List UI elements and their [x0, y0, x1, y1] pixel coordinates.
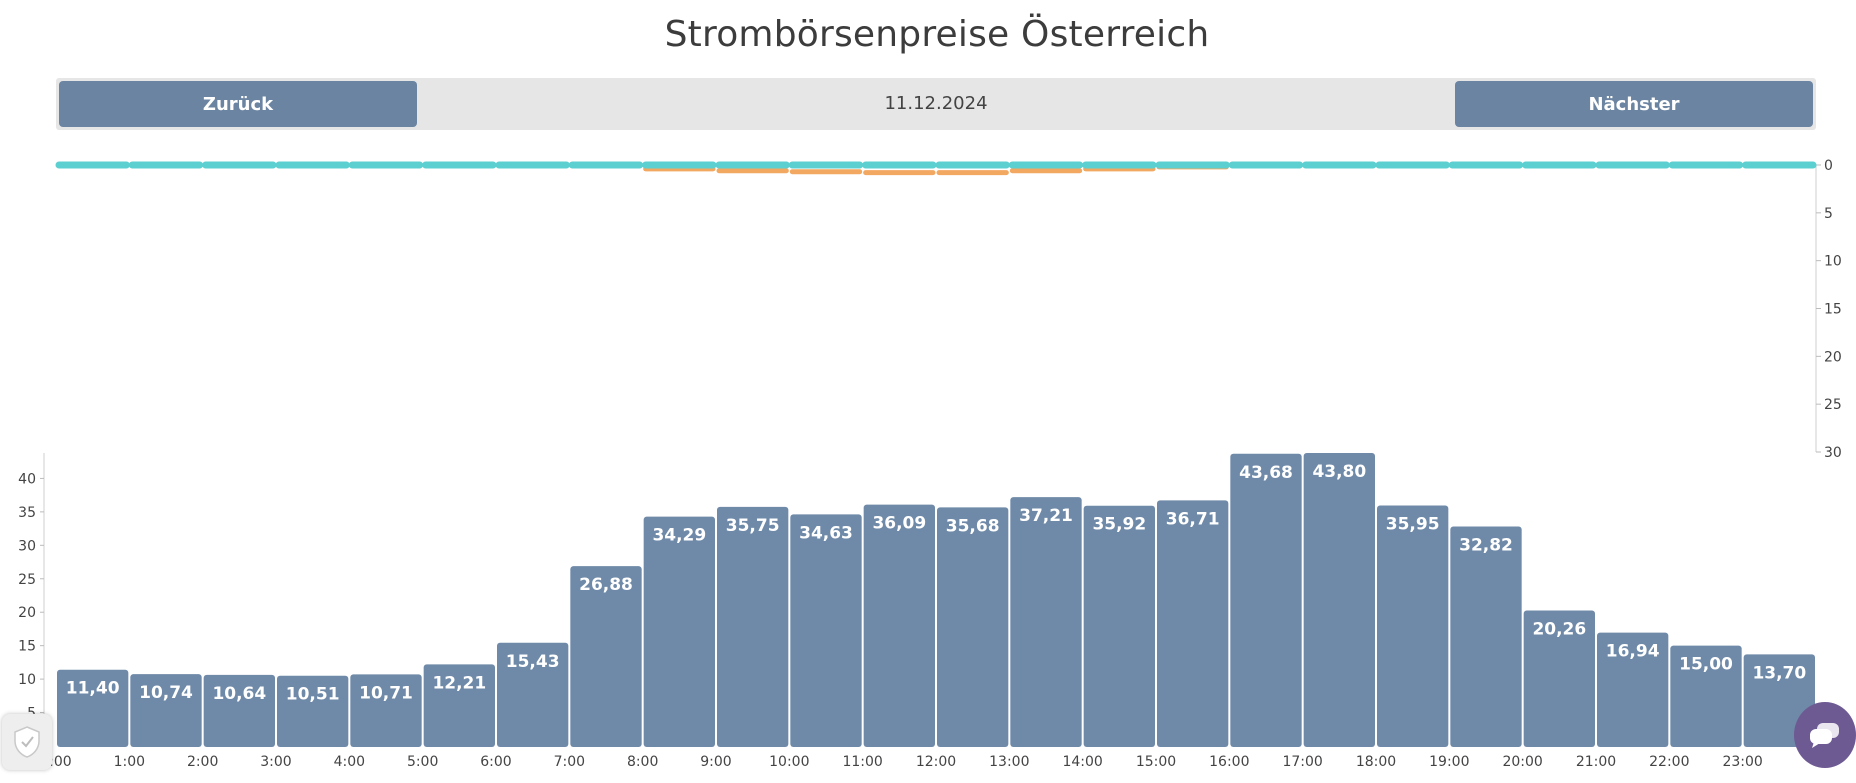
bar-x-tick-label: 17:00	[1282, 754, 1322, 770]
bar-y-tick-label: 35	[18, 505, 36, 521]
bar-value-label: 10,71	[359, 683, 413, 703]
bar-x-tick-label: 8:00	[627, 754, 658, 770]
bar-y-tick-label: 20	[18, 605, 36, 621]
price-bar	[1670, 645, 1742, 747]
bar-x-tick-label: 14:00	[1062, 754, 1102, 770]
bar-x-tick-label: 3:00	[260, 754, 291, 770]
bar-x-tick-label: 20:00	[1502, 754, 1542, 770]
bar-value-label: 36,71	[1166, 509, 1220, 529]
line-y-tick-label: 25	[1824, 397, 1842, 413]
price-bar	[203, 674, 275, 747]
bar-value-label: 43,68	[1239, 463, 1293, 483]
line-y-tick-label: 0	[1824, 158, 1833, 174]
chat-bubble-icon	[1810, 723, 1839, 748]
price-bar	[497, 642, 569, 747]
bar-x-tick-label: 13:00	[989, 754, 1029, 770]
line-y-tick-label: 5	[1824, 206, 1833, 222]
bar-value-label: 20,26	[1532, 619, 1586, 639]
bar-x-tick-label: 2:00	[187, 754, 218, 770]
price-bar	[790, 514, 862, 747]
previous-day-button[interactable]: Zurück	[59, 81, 417, 127]
bar-value-label: 10,51	[286, 685, 340, 705]
price-bar	[57, 669, 129, 747]
bar-value-label: 10,64	[212, 684, 266, 704]
bar-value-label: 13,70	[1752, 663, 1806, 683]
price-bar	[423, 664, 495, 747]
line-y-tick-label: 10	[1824, 254, 1842, 270]
bar-value-label: 26,88	[579, 575, 633, 595]
date-navigation: Zurück 11.12.2024 Nächster	[56, 78, 1816, 130]
bar-x-tick-label: 19:00	[1429, 754, 1469, 770]
price-bar	[937, 507, 1009, 747]
price-bar	[717, 506, 789, 747]
price-bar	[1010, 497, 1082, 747]
bar-x-tick-label: 15:00	[1136, 754, 1176, 770]
bar-value-label: 16,94	[1606, 642, 1660, 662]
next-day-button[interactable]: Nächster	[1455, 81, 1813, 127]
bar-value-label: 15,00	[1679, 655, 1733, 675]
privacy-settings-button[interactable]	[2, 714, 52, 770]
bar-x-tick-label: 1:00	[114, 754, 145, 770]
bar-y-tick-label: 5	[27, 706, 36, 722]
bar-value-label: 35,92	[1092, 515, 1146, 535]
bar-value-label: 35,68	[946, 516, 1000, 536]
bar-value-label: 43,80	[1312, 462, 1366, 482]
price-bar	[643, 516, 715, 747]
price-bar	[570, 566, 642, 747]
bar-x-tick-label: 5:00	[407, 754, 438, 770]
price-bar	[130, 674, 202, 747]
price-bar	[1083, 505, 1155, 747]
bar-y-tick-label: 15	[18, 639, 36, 655]
bar-y-tick-label: 40	[18, 471, 36, 487]
price-bar	[1523, 610, 1595, 747]
bar-value-label: 34,63	[799, 523, 853, 543]
bar-x-tick-label: 23:00	[1722, 754, 1762, 770]
bar-value-label: 11,40	[66, 679, 120, 699]
bar-y-tick-label: 10	[18, 672, 36, 688]
bar-value-label: 35,75	[726, 516, 780, 536]
bar-value-label: 12,21	[432, 673, 486, 693]
bar-value-label: 35,95	[1386, 515, 1440, 535]
bar-value-label: 10,74	[139, 683, 193, 703]
line-y-tick-label: 15	[1824, 302, 1842, 318]
chat-button[interactable]	[1794, 702, 1856, 768]
price-bar	[1230, 453, 1302, 747]
bar-value-label: 32,82	[1459, 535, 1513, 555]
price-bar	[350, 674, 422, 747]
bar-x-tick-label: 6:00	[480, 754, 511, 770]
bar-x-tick-label: 22:00	[1649, 754, 1689, 770]
bar-x-tick-label: 21:00	[1576, 754, 1616, 770]
price-bar	[277, 675, 349, 747]
bar-value-label: 36,09	[872, 514, 926, 534]
price-bar	[863, 504, 935, 747]
price-bar	[1157, 500, 1229, 747]
bar-x-tick-label: 12:00	[916, 754, 956, 770]
shield-check-icon	[14, 726, 40, 758]
current-date: 11.12.2024	[884, 93, 988, 114]
bar-x-tick-label: 10:00	[769, 754, 809, 770]
bar-value-label: 37,21	[1019, 506, 1073, 526]
bar-x-tick-label: 9:00	[700, 754, 731, 770]
price-bar	[1303, 453, 1375, 747]
line-y-tick-label: 30	[1824, 445, 1842, 461]
bar-x-tick-label: 16:00	[1209, 754, 1249, 770]
page-title: Strombörsenpreise Österreich	[664, 14, 1210, 55]
price-bar	[1377, 505, 1449, 747]
bar-x-tick-label: 4:00	[334, 754, 365, 770]
bar-value-label: 15,43	[506, 652, 560, 672]
bar-y-tick-label: 30	[18, 538, 36, 554]
bar-x-tick-label: 11:00	[842, 754, 882, 770]
bar-x-tick-label: 18:00	[1356, 754, 1396, 770]
price-bar	[1450, 526, 1522, 747]
price-bar	[1597, 632, 1669, 747]
bar-y-tick-label: 25	[18, 572, 36, 588]
bar-x-tick-label: 7:00	[554, 754, 585, 770]
bar-value-label: 34,29	[652, 526, 706, 546]
line-y-tick-label: 20	[1824, 349, 1842, 365]
